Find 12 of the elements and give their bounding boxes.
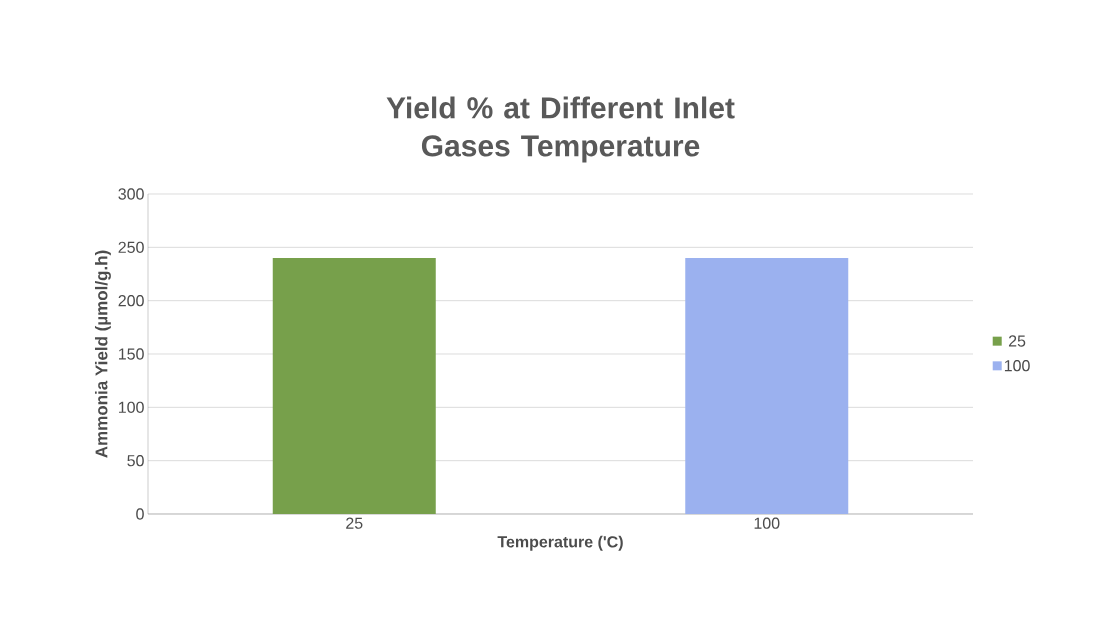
y-tick-label: 100 — [119, 401, 144, 413]
y-tick-label: 0 — [136, 508, 144, 520]
legend-label: 100 — [1004, 360, 1030, 372]
y-tick-label: 300 — [118, 188, 144, 200]
chart-title: Yield % at Different Inlet Gases Temperature — [386, 96, 735, 163]
y-tick-label: 250 — [118, 241, 144, 253]
y-tick-label: 150 — [119, 348, 144, 360]
x-axis-title: Temperature ('C) — [497, 535, 623, 551]
y-tick-label: 200 — [118, 295, 144, 307]
y-tick-label: 50 — [127, 455, 144, 467]
y-axis-title: Ammonia Yield (µmol/g.h) — [94, 250, 111, 458]
legend-label: 25 — [1008, 335, 1026, 347]
